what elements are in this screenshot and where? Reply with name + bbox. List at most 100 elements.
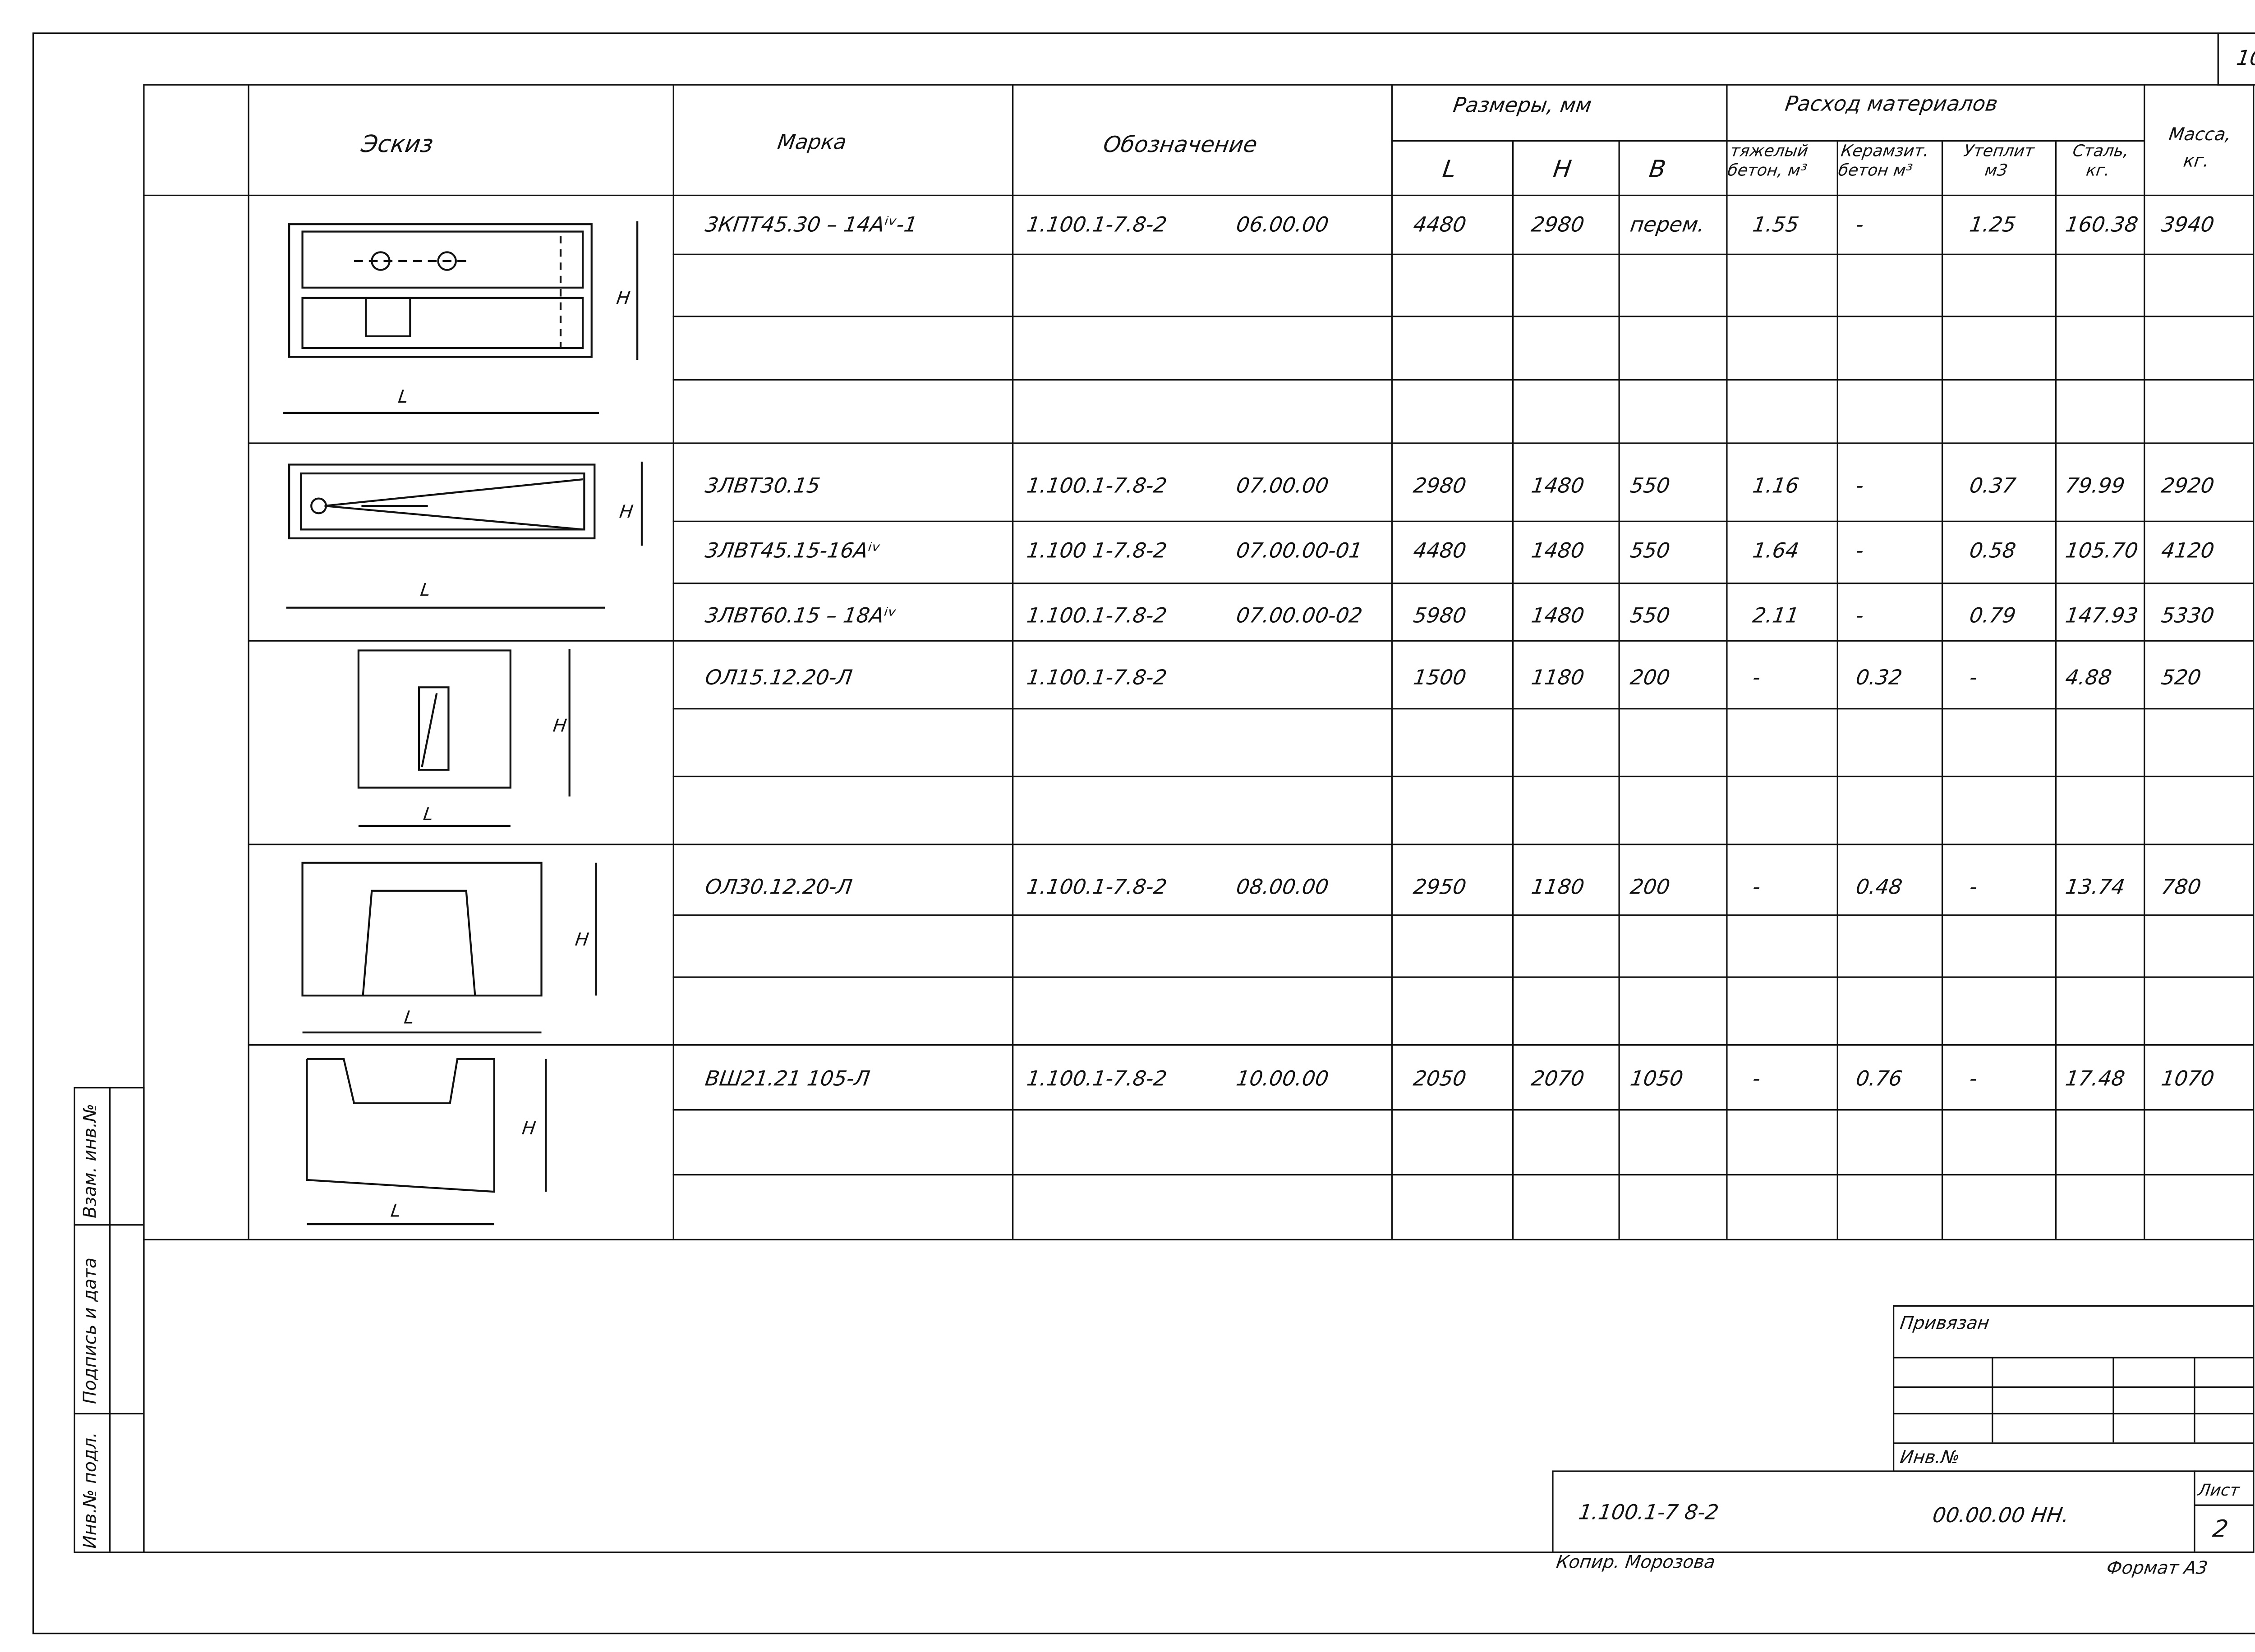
label-line: кг. bbox=[2182, 150, 2211, 171]
sheet-cell-divider bbox=[2194, 1470, 2195, 1552]
header-claydite-concrete: Керамзит. бетон м³ bbox=[1837, 142, 1930, 180]
label-line: тяжелый bbox=[1729, 142, 1809, 161]
table-column-line bbox=[1941, 140, 1943, 1239]
cell-B: 1050 bbox=[1628, 1068, 1684, 1092]
cell-steel: 147.93 bbox=[2064, 605, 2140, 629]
label-line: бетон м³ bbox=[1837, 161, 1914, 180]
cell-mark: 3ЛВТ30.15 bbox=[703, 475, 822, 499]
stamp-inv-original: Инв.№ подл. bbox=[79, 1432, 101, 1549]
table-column-line bbox=[1618, 140, 1620, 1239]
cell-B: 550 bbox=[1628, 475, 1671, 499]
group-line bbox=[248, 640, 2253, 642]
cell-mass: 520 bbox=[2159, 666, 2203, 690]
doc-code: 1.100.1-7 8-2 bbox=[1577, 1501, 1720, 1525]
table-column-line bbox=[1391, 84, 1393, 1239]
cell-code: 1.100 1-7.8-2 bbox=[1025, 540, 1169, 564]
table-bottom-line bbox=[143, 1239, 2253, 1241]
table-column-line bbox=[248, 84, 249, 1239]
cell-ins: 0.37 bbox=[1968, 475, 2017, 499]
cell-L: 1500 bbox=[1412, 666, 1468, 690]
cell-H: 2980 bbox=[1529, 214, 1586, 238]
header-designation: Обозначение bbox=[1101, 131, 1259, 158]
cell-code: 1.100.1-7.8-2 bbox=[1025, 666, 1169, 690]
label-line: кг. bbox=[2085, 161, 2111, 180]
header-materials: Расход материалов bbox=[1783, 93, 1999, 117]
cell-num: 07.00.00 bbox=[1234, 475, 1330, 499]
side-stamp-line bbox=[74, 1224, 143, 1226]
page-number-box bbox=[2217, 32, 2255, 86]
cell-steel: 160.38 bbox=[2064, 214, 2140, 238]
cell-num: 07.00.00-02 bbox=[1234, 605, 1364, 629]
stamp-replace-inv: Взам. инв.№ bbox=[79, 1103, 101, 1219]
cell-mass: 3940 bbox=[2159, 214, 2216, 238]
cell-steel: 13.74 bbox=[2064, 876, 2126, 900]
page-number: 10 bbox=[2235, 47, 2255, 71]
cell-H: 1480 bbox=[1529, 605, 1586, 629]
inv-no-label: Инв.№ bbox=[1899, 1447, 1961, 1468]
table-column-line bbox=[1012, 84, 1014, 1239]
row-line bbox=[672, 708, 2253, 710]
cell-L: 4480 bbox=[1412, 214, 1468, 238]
table-column-line bbox=[672, 84, 674, 1239]
header-mark: Марка bbox=[776, 131, 848, 155]
doc-number: 00.00.00 НН. bbox=[1931, 1504, 2071, 1528]
side-stamp-line bbox=[74, 1413, 143, 1415]
attached-line bbox=[1892, 1413, 2253, 1415]
label-line: Керамзит. bbox=[1840, 142, 1930, 161]
cell-steel: 17.48 bbox=[2064, 1068, 2126, 1092]
stamp-signature-date: Подпись и дата bbox=[79, 1257, 101, 1404]
cell-H: 1180 bbox=[1529, 876, 1586, 900]
copied-by: Копир. Морозова bbox=[1555, 1551, 1717, 1573]
cell-mark: 3ЛВТ45.15-16Аⁱᵛ bbox=[703, 540, 882, 564]
cell-mark: ОЛ30.12.20-Л bbox=[703, 876, 854, 900]
cell-L: 2950 bbox=[1412, 876, 1468, 900]
row-line bbox=[672, 316, 2253, 317]
cell-H: 1180 bbox=[1529, 666, 1586, 690]
cell-mark: 3КПТ45.30 – 14Аⁱᵛ-1 bbox=[703, 214, 919, 238]
cell-H: 2070 bbox=[1529, 1068, 1586, 1092]
cell-mass: 2920 bbox=[2159, 475, 2216, 499]
side-stamp-divider bbox=[109, 1087, 111, 1552]
cell-clay: 0.48 bbox=[1854, 876, 1904, 900]
label-line: Утеплит bbox=[1962, 142, 2036, 161]
row-line bbox=[672, 976, 2253, 978]
cell-L: 5980 bbox=[1412, 605, 1468, 629]
cell-mass: 780 bbox=[2159, 876, 2203, 900]
row-line bbox=[672, 520, 2253, 523]
group-line bbox=[248, 1044, 2253, 1046]
cell-B: 200 bbox=[1628, 876, 1671, 900]
attached-label: Привязан bbox=[1899, 1312, 1991, 1334]
cell-mass: 4120 bbox=[2159, 540, 2216, 564]
cell-B: 550 bbox=[1628, 605, 1671, 629]
paper-format: Формат А3 bbox=[2105, 1557, 2209, 1579]
cell-mark: 3ЛВТ60.15 – 18Аⁱᵛ bbox=[703, 605, 898, 629]
table-column-line bbox=[2144, 84, 2145, 1239]
header-sketch: Эскиз bbox=[359, 129, 435, 158]
doc-code-block bbox=[1552, 1470, 2255, 1553]
header-mass: Масса, кг. bbox=[2143, 121, 2254, 174]
label-line: Масса, bbox=[2168, 124, 2233, 145]
label-line: Сталь, bbox=[2071, 142, 2130, 161]
table-column-line bbox=[2055, 140, 2057, 1239]
cell-ins: 0.58 bbox=[1968, 540, 2017, 564]
label-line: м3 bbox=[1983, 161, 2009, 180]
attached-line bbox=[1892, 1442, 2253, 1444]
table-column-line bbox=[1836, 140, 1838, 1239]
cell-clay: 0.76 bbox=[1854, 1068, 1904, 1092]
row-line bbox=[672, 776, 2253, 777]
cell-heavy: 1.64 bbox=[1751, 540, 1800, 564]
cell-clay: 0.32 bbox=[1854, 666, 1904, 690]
cell-num: 10.00.00 bbox=[1234, 1068, 1330, 1092]
outer-border bbox=[32, 32, 2255, 1634]
row-line bbox=[672, 1174, 2253, 1176]
header-steel: Сталь, кг. bbox=[2055, 142, 2143, 180]
cell-code: 1.100.1-7.8-2 bbox=[1025, 475, 1169, 499]
table-column-line bbox=[1512, 140, 1514, 1239]
attached-col bbox=[2112, 1357, 2114, 1443]
attached-line bbox=[1892, 1386, 2253, 1388]
cell-H: 1480 bbox=[1529, 475, 1586, 499]
cell-ins: 0.79 bbox=[1968, 605, 2017, 629]
header-insulation: Утеплит м3 bbox=[1942, 142, 2053, 180]
cell-num: 08.00.00 bbox=[1234, 876, 1330, 900]
